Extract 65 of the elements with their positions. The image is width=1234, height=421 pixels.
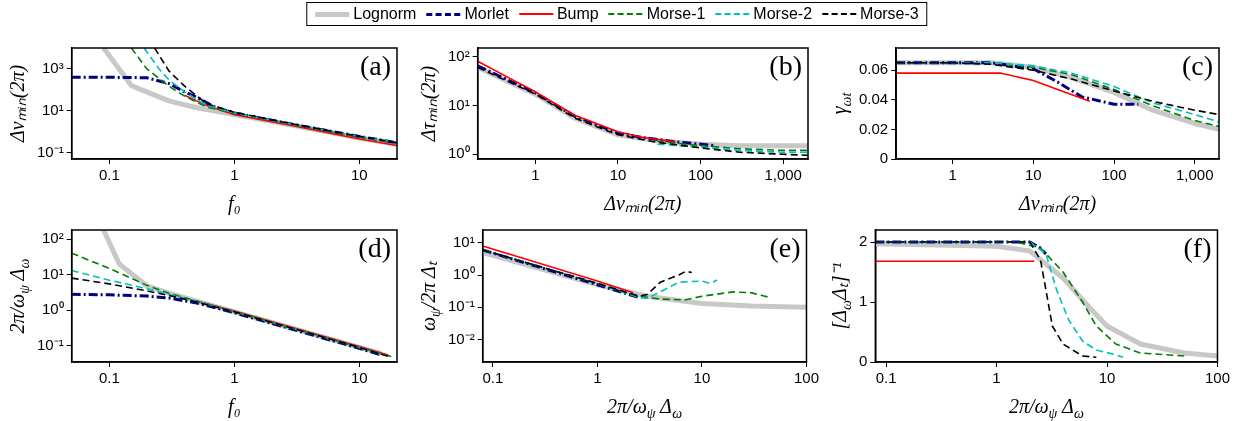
- y-tick-label: 10⁰: [452, 265, 475, 283]
- y-tick-label: 10⁻¹: [447, 297, 475, 315]
- y-axis-title: γωt: [828, 91, 854, 115]
- x-tick-label: 1: [531, 166, 540, 184]
- x-tick-label: 1: [230, 369, 239, 387]
- legend-label: Morse-2: [753, 5, 813, 23]
- x-tick-label: 10: [609, 166, 627, 184]
- x-tick-label: 1,000: [764, 166, 802, 184]
- y-tick-label: 0.02: [858, 119, 889, 137]
- x-axis-title: f₀: [228, 192, 241, 215]
- x-tick-label: 100: [793, 369, 819, 387]
- y-tick-label: 10²: [448, 46, 470, 64]
- annotation: (e): [769, 232, 801, 264]
- x-tick-label: 0.1: [98, 369, 120, 387]
- x-tick-label: 0.1: [875, 369, 897, 387]
- x-tick-label: 1,000: [1175, 166, 1214, 184]
- y-axis-title: Δνₘᵢₙ(2π): [6, 64, 29, 144]
- x-tick-label: 1: [948, 166, 957, 184]
- legend-label: Morlet: [464, 5, 509, 23]
- y-tick-label: 0.06: [858, 60, 889, 78]
- y-tick-label: 10³: [41, 59, 64, 77]
- x-tick-label: 10: [693, 369, 711, 387]
- x-tick-label: 1: [230, 166, 239, 184]
- y-tick-label: 10⁻¹: [36, 335, 64, 353]
- x-tick-label: 10: [1024, 166, 1042, 184]
- y-tick-label: 0.04: [858, 89, 889, 107]
- x-tick-label: 0.1: [98, 166, 120, 184]
- y-tick-label: 10⁻¹: [36, 142, 64, 160]
- x-tick-label: 1: [593, 369, 602, 387]
- x-axis-title: Δνₘᵢₙ(2π): [1018, 192, 1097, 215]
- annotation: (c): [1181, 50, 1213, 82]
- x-axis-title: f₀: [228, 395, 241, 418]
- y-axis-title: ωψ/2π Δₜ: [417, 260, 443, 332]
- x-tick-label: 10: [1098, 369, 1116, 387]
- x-tick-label: 100: [688, 166, 714, 184]
- annotation: (b): [769, 50, 802, 82]
- y-axis-title: [ΔωΔₜ]⁻¹: [828, 262, 854, 330]
- y-axis-title: Δτₘᵢₙ(2π): [417, 65, 440, 143]
- y-tick-label: 0: [859, 352, 868, 370]
- x-tick-label: 10: [351, 166, 368, 184]
- y-tick-label: 2: [859, 232, 868, 250]
- legend-label: Morse-3: [860, 5, 919, 23]
- x-axis-title: Δνₘᵢₙ(2π): [603, 192, 682, 215]
- x-tick-label: 1: [992, 369, 1001, 387]
- legend-label: Bump: [556, 5, 599, 23]
- legend-label: Lognorm: [353, 5, 417, 23]
- x-tick-label: 100: [1204, 369, 1230, 387]
- y-tick-label: 10⁰: [41, 300, 64, 318]
- annotation: (f): [1183, 232, 1212, 264]
- y-tick-label: 10²: [41, 229, 64, 247]
- y-tick-label: 10¹: [452, 232, 475, 250]
- y-tick-label: 10¹: [41, 100, 64, 118]
- y-tick-label: 10¹: [448, 95, 470, 113]
- annotation: (d): [358, 232, 391, 264]
- y-tick-label: 10¹: [41, 264, 64, 282]
- x-tick-label: 10: [351, 369, 368, 387]
- x-tick-label: 0.1: [482, 369, 504, 387]
- y-tick-label: 1: [859, 292, 868, 310]
- legend-label: Morse-1: [646, 5, 706, 23]
- y-tick-label: 0: [879, 149, 889, 167]
- y-tick-label: 10⁰: [448, 144, 470, 162]
- y-axis-title: 2π/ωψ Δω: [6, 258, 32, 334]
- x-tick-label: 100: [1101, 166, 1127, 184]
- y-tick-label: 10⁻²: [447, 329, 475, 347]
- annotation: (a): [359, 50, 391, 82]
